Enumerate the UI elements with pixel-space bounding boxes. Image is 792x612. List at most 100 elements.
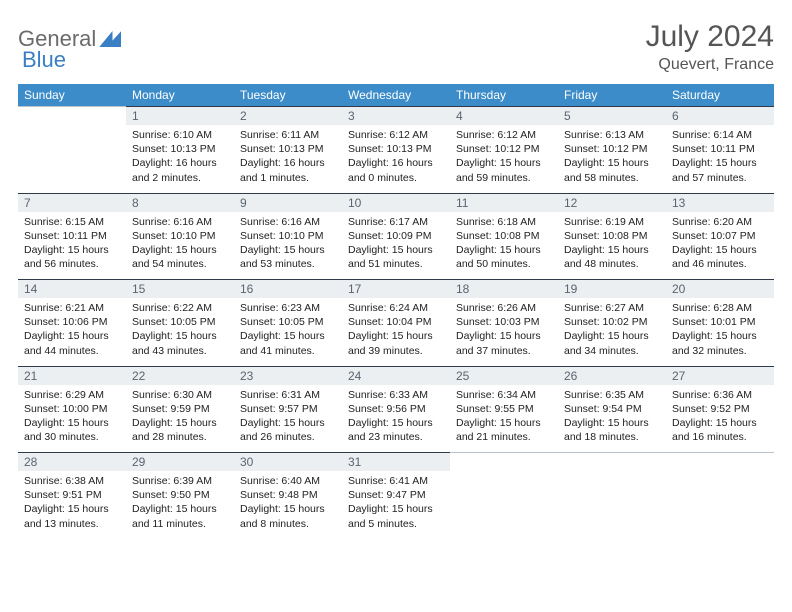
calendar-table: SundayMondayTuesdayWednesdayThursdayFrid… bbox=[18, 84, 774, 539]
daylight-text-1: Daylight: 15 hours bbox=[672, 156, 768, 170]
daylight-text-2: and 5 minutes. bbox=[348, 517, 444, 531]
sunrise-text: Sunrise: 6:29 AM bbox=[24, 388, 120, 402]
day-data-cell: Sunrise: 6:12 AMSunset: 10:12 PMDaylight… bbox=[450, 125, 558, 193]
day-data-cell: Sunrise: 6:41 AMSunset: 9:47 PMDaylight:… bbox=[342, 471, 450, 539]
daylight-text-1: Daylight: 15 hours bbox=[240, 502, 336, 516]
sunset-text: Sunset: 10:08 PM bbox=[456, 229, 552, 243]
daylight-text-2: and 8 minutes. bbox=[240, 517, 336, 531]
day-data-cell: Sunrise: 6:27 AMSunset: 10:02 PMDaylight… bbox=[558, 298, 666, 366]
weekday-header: Monday bbox=[126, 84, 234, 107]
daylight-text-1: Daylight: 15 hours bbox=[456, 243, 552, 257]
day-number-cell: 4 bbox=[450, 107, 558, 126]
day-number-cell: 30 bbox=[234, 453, 342, 472]
daylight-text-2: and 0 minutes. bbox=[348, 171, 444, 185]
day-number-cell: 13 bbox=[666, 193, 774, 212]
sunrise-text: Sunrise: 6:12 AM bbox=[348, 128, 444, 142]
daylight-text-1: Daylight: 15 hours bbox=[240, 329, 336, 343]
daylight-text-2: and 44 minutes. bbox=[24, 344, 120, 358]
daylight-text-2: and 41 minutes. bbox=[240, 344, 336, 358]
day-data-cell: Sunrise: 6:33 AMSunset: 9:56 PMDaylight:… bbox=[342, 385, 450, 453]
daylight-text-1: Daylight: 15 hours bbox=[564, 329, 660, 343]
day-data-cell: Sunrise: 6:14 AMSunset: 10:11 PMDaylight… bbox=[666, 125, 774, 193]
daylight-text-1: Daylight: 15 hours bbox=[564, 243, 660, 257]
day-number-cell: 29 bbox=[126, 453, 234, 472]
daylight-text-1: Daylight: 15 hours bbox=[24, 243, 120, 257]
sunset-text: Sunset: 10:00 PM bbox=[24, 402, 120, 416]
sunrise-text: Sunrise: 6:16 AM bbox=[132, 215, 228, 229]
daylight-text-1: Daylight: 15 hours bbox=[564, 416, 660, 430]
daylight-text-1: Daylight: 15 hours bbox=[456, 156, 552, 170]
day-number-cell: 24 bbox=[342, 366, 450, 385]
daylight-text-2: and 48 minutes. bbox=[564, 257, 660, 271]
brand-triangle-icon bbox=[99, 31, 121, 47]
sunset-text: Sunset: 9:59 PM bbox=[132, 402, 228, 416]
day-data-row: Sunrise: 6:15 AMSunset: 10:11 PMDaylight… bbox=[18, 212, 774, 280]
daylight-text-1: Daylight: 15 hours bbox=[672, 243, 768, 257]
month-title: July 2024 bbox=[646, 20, 774, 54]
sunset-text: Sunset: 10:02 PM bbox=[564, 315, 660, 329]
daylight-text-1: Daylight: 16 hours bbox=[240, 156, 336, 170]
day-number-row: 21222324252627 bbox=[18, 366, 774, 385]
sunset-text: Sunset: 10:01 PM bbox=[672, 315, 768, 329]
calendar-page: General July 2024 Quevert, France Blue S… bbox=[0, 0, 792, 549]
day-number-row: 28293031 bbox=[18, 453, 774, 472]
page-header: General July 2024 Quevert, France bbox=[18, 20, 774, 74]
sunrise-text: Sunrise: 6:28 AM bbox=[672, 301, 768, 315]
sunset-text: Sunset: 9:50 PM bbox=[132, 488, 228, 502]
weekday-header: Thursday bbox=[450, 84, 558, 107]
day-number-row: 14151617181920 bbox=[18, 280, 774, 299]
day-data-row: Sunrise: 6:21 AMSunset: 10:06 PMDaylight… bbox=[18, 298, 774, 366]
daylight-text-2: and 56 minutes. bbox=[24, 257, 120, 271]
day-data-cell: Sunrise: 6:26 AMSunset: 10:03 PMDaylight… bbox=[450, 298, 558, 366]
day-data-cell: Sunrise: 6:10 AMSunset: 10:13 PMDaylight… bbox=[126, 125, 234, 193]
day-data-cell: Sunrise: 6:18 AMSunset: 10:08 PMDaylight… bbox=[450, 212, 558, 280]
day-data-cell: Sunrise: 6:30 AMSunset: 9:59 PMDaylight:… bbox=[126, 385, 234, 453]
day-data-cell: Sunrise: 6:28 AMSunset: 10:01 PMDaylight… bbox=[666, 298, 774, 366]
sunset-text: Sunset: 10:11 PM bbox=[24, 229, 120, 243]
day-data-cell: Sunrise: 6:22 AMSunset: 10:05 PMDaylight… bbox=[126, 298, 234, 366]
day-number-cell: 3 bbox=[342, 107, 450, 126]
day-data-cell bbox=[18, 125, 126, 193]
daylight-text-2: and 16 minutes. bbox=[672, 430, 768, 444]
day-number-cell: 11 bbox=[450, 193, 558, 212]
day-number-cell: 12 bbox=[558, 193, 666, 212]
sunrise-text: Sunrise: 6:24 AM bbox=[348, 301, 444, 315]
daylight-text-2: and 30 minutes. bbox=[24, 430, 120, 444]
day-data-cell: Sunrise: 6:11 AMSunset: 10:13 PMDaylight… bbox=[234, 125, 342, 193]
day-number-cell: 1 bbox=[126, 107, 234, 126]
sunrise-text: Sunrise: 6:36 AM bbox=[672, 388, 768, 402]
sunrise-text: Sunrise: 6:30 AM bbox=[132, 388, 228, 402]
daylight-text-2: and 34 minutes. bbox=[564, 344, 660, 358]
day-data-cell bbox=[558, 471, 666, 539]
day-data-cell: Sunrise: 6:17 AMSunset: 10:09 PMDaylight… bbox=[342, 212, 450, 280]
sunset-text: Sunset: 9:52 PM bbox=[672, 402, 768, 416]
sunrise-text: Sunrise: 6:39 AM bbox=[132, 474, 228, 488]
daylight-text-1: Daylight: 16 hours bbox=[348, 156, 444, 170]
sunrise-text: Sunrise: 6:13 AM bbox=[564, 128, 660, 142]
sunrise-text: Sunrise: 6:23 AM bbox=[240, 301, 336, 315]
daylight-text-2: and 11 minutes. bbox=[132, 517, 228, 531]
daylight-text-2: and 54 minutes. bbox=[132, 257, 228, 271]
day-data-cell: Sunrise: 6:40 AMSunset: 9:48 PMDaylight:… bbox=[234, 471, 342, 539]
daylight-text-2: and 21 minutes. bbox=[456, 430, 552, 444]
daylight-text-1: Daylight: 15 hours bbox=[348, 243, 444, 257]
sunrise-text: Sunrise: 6:15 AM bbox=[24, 215, 120, 229]
daylight-text-1: Daylight: 15 hours bbox=[564, 156, 660, 170]
sunrise-text: Sunrise: 6:33 AM bbox=[348, 388, 444, 402]
daylight-text-2: and 50 minutes. bbox=[456, 257, 552, 271]
day-data-cell: Sunrise: 6:19 AMSunset: 10:08 PMDaylight… bbox=[558, 212, 666, 280]
day-data-cell: Sunrise: 6:16 AMSunset: 10:10 PMDaylight… bbox=[234, 212, 342, 280]
day-data-cell: Sunrise: 6:13 AMSunset: 10:12 PMDaylight… bbox=[558, 125, 666, 193]
day-data-cell: Sunrise: 6:35 AMSunset: 9:54 PMDaylight:… bbox=[558, 385, 666, 453]
day-number-cell: 14 bbox=[18, 280, 126, 299]
day-number-cell: 31 bbox=[342, 453, 450, 472]
day-number-cell: 17 bbox=[342, 280, 450, 299]
day-number-cell: 5 bbox=[558, 107, 666, 126]
sunrise-text: Sunrise: 6:20 AM bbox=[672, 215, 768, 229]
weekday-header: Friday bbox=[558, 84, 666, 107]
daylight-text-2: and 23 minutes. bbox=[348, 430, 444, 444]
day-data-cell: Sunrise: 6:23 AMSunset: 10:05 PMDaylight… bbox=[234, 298, 342, 366]
day-data-cell: Sunrise: 6:34 AMSunset: 9:55 PMDaylight:… bbox=[450, 385, 558, 453]
daylight-text-1: Daylight: 15 hours bbox=[132, 243, 228, 257]
daylight-text-2: and 26 minutes. bbox=[240, 430, 336, 444]
